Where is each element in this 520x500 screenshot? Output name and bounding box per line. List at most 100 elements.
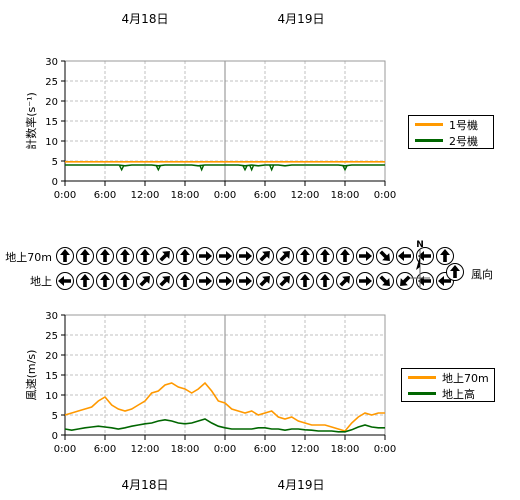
arrow-shape [418,251,431,261]
arrow-shape [139,276,150,287]
arrow-shape [120,249,130,262]
arrow-shape [279,276,290,287]
direction-arrow-icon [219,251,232,261]
count-rate-legend: 1号機 2号機 [408,115,494,149]
arrow-shape [440,249,450,262]
y-axis-title: 計数率(s⁻¹) [24,92,38,150]
arrow-shape [259,251,270,262]
direction-row1-item [356,247,374,265]
arrow-shape [340,249,350,262]
x-tick-label: 18:00 [331,190,360,201]
direction-row1-item [96,247,114,265]
legend-label-speed70: 地上70m [442,372,489,385]
arrow-shape [199,276,212,286]
direction-arrow-icon [418,251,431,261]
direction-arrow-icon [159,251,170,262]
arrow-shape [140,249,150,262]
y-tick-label: 25 [45,331,58,342]
direction-arrow-icon [180,249,190,262]
arrow-shape [450,265,460,278]
direction-row1-item [316,247,334,265]
arrow-shape [100,249,110,262]
direction-arrow-icon [379,250,390,261]
direction-arrow-icon [320,249,330,262]
direction-arrow-icon [359,276,372,286]
direction-row2-item [196,272,214,290]
direction-row1-item [256,247,274,265]
direction-row2-item [356,272,374,290]
direction-row2-item [156,272,174,290]
direction-arrow-icon [339,276,350,287]
direction-arrow-icon [259,276,270,287]
y-tick-label: 5 [52,157,58,168]
direction-arrow-icon [120,274,130,287]
direction-row1-item [376,247,394,265]
legend-item-unit2: 2号機 [409,132,493,148]
direction-row1-item [296,247,314,265]
direction-arrow-icon [100,249,110,262]
direction-arrow-icon [60,249,70,262]
direction-arrow-icon [279,251,290,262]
date-label-day2-bottom: 4月19日 [277,478,325,492]
direction-arrow-icon [139,276,150,287]
direction-row2-item [176,272,194,290]
x-tick-label: 6:00 [254,444,276,455]
wind-speed-legend: 地上70m 地上高 [401,368,495,402]
arrow-shape [398,251,411,261]
x-tick-label: 6:00 [254,190,276,201]
direction-row1-item [396,247,414,265]
y-tick-label: 0 [52,431,58,442]
y-tick-label: 20 [45,97,58,108]
x-tick-label: 12:00 [291,190,320,201]
direction-row2-item [316,272,334,290]
legend-swatch-speedground [408,392,436,395]
direction-row1-item [336,247,354,265]
x-tick-label: 0:00 [374,444,396,455]
direction-arrow-icon [239,276,252,286]
legend-swatch-unit1 [415,123,443,126]
legend-label-unit1: 1号機 [449,119,478,132]
direction-arrow-icon [320,274,330,287]
direction-arrow-icon [379,275,390,286]
direction-arrow-icon [58,276,71,286]
series-line-1 [64,418,385,433]
legend-swatch-speed70 [408,376,436,379]
date-label-day2: 4月19日 [277,12,325,26]
legend-label-speedground: 地上高 [442,388,475,401]
arrow-shape [239,251,252,261]
arrow-shape [58,276,71,286]
arrow-shape [219,276,232,286]
direction-arrow-icon [300,249,310,262]
direction-row2-item [416,272,434,290]
arrow-shape [159,251,170,262]
legend-item-speedground: 地上高 [402,385,494,401]
x-tick-label: 0:00 [374,190,396,201]
series-line-1 [65,164,385,167]
x-tick-label: 0:00 [214,444,236,455]
arrow-shape [379,250,390,261]
arrow-shape [279,251,290,262]
arrow-shape [239,276,252,286]
arrow-shape [159,276,170,287]
y-tick-label: 10 [45,137,58,148]
direction-row1-item [196,247,214,265]
direction-row2-item [216,272,234,290]
legend-swatch-unit2 [415,139,443,142]
chart-wind-speed: 0 5 10 15 20 25 30 0:00 6:00 12:00 18:00 0:00 6:00 12… [25,311,396,455]
direction-arrow-icon [199,276,212,286]
y-tick-label: 25 [45,77,58,88]
x-tick-label: 0:00 [54,190,76,201]
x-tick-label: 18:00 [171,444,200,455]
direction-arrow-icon [120,249,130,262]
y-tick-label: 15 [45,117,58,128]
x-tick-label: 0:00 [214,190,236,201]
arrow-shape [400,275,411,286]
direction-legend-label: 風向 [471,268,493,281]
arrow-shape [199,251,212,261]
legend-item-unit1: 1号機 [409,116,493,132]
arrow-shape [80,274,90,287]
direction-row2-item [136,272,154,290]
direction-arrow-icon [100,274,110,287]
direction-arrow-icon [438,276,451,286]
direction-row1-item [156,247,174,265]
